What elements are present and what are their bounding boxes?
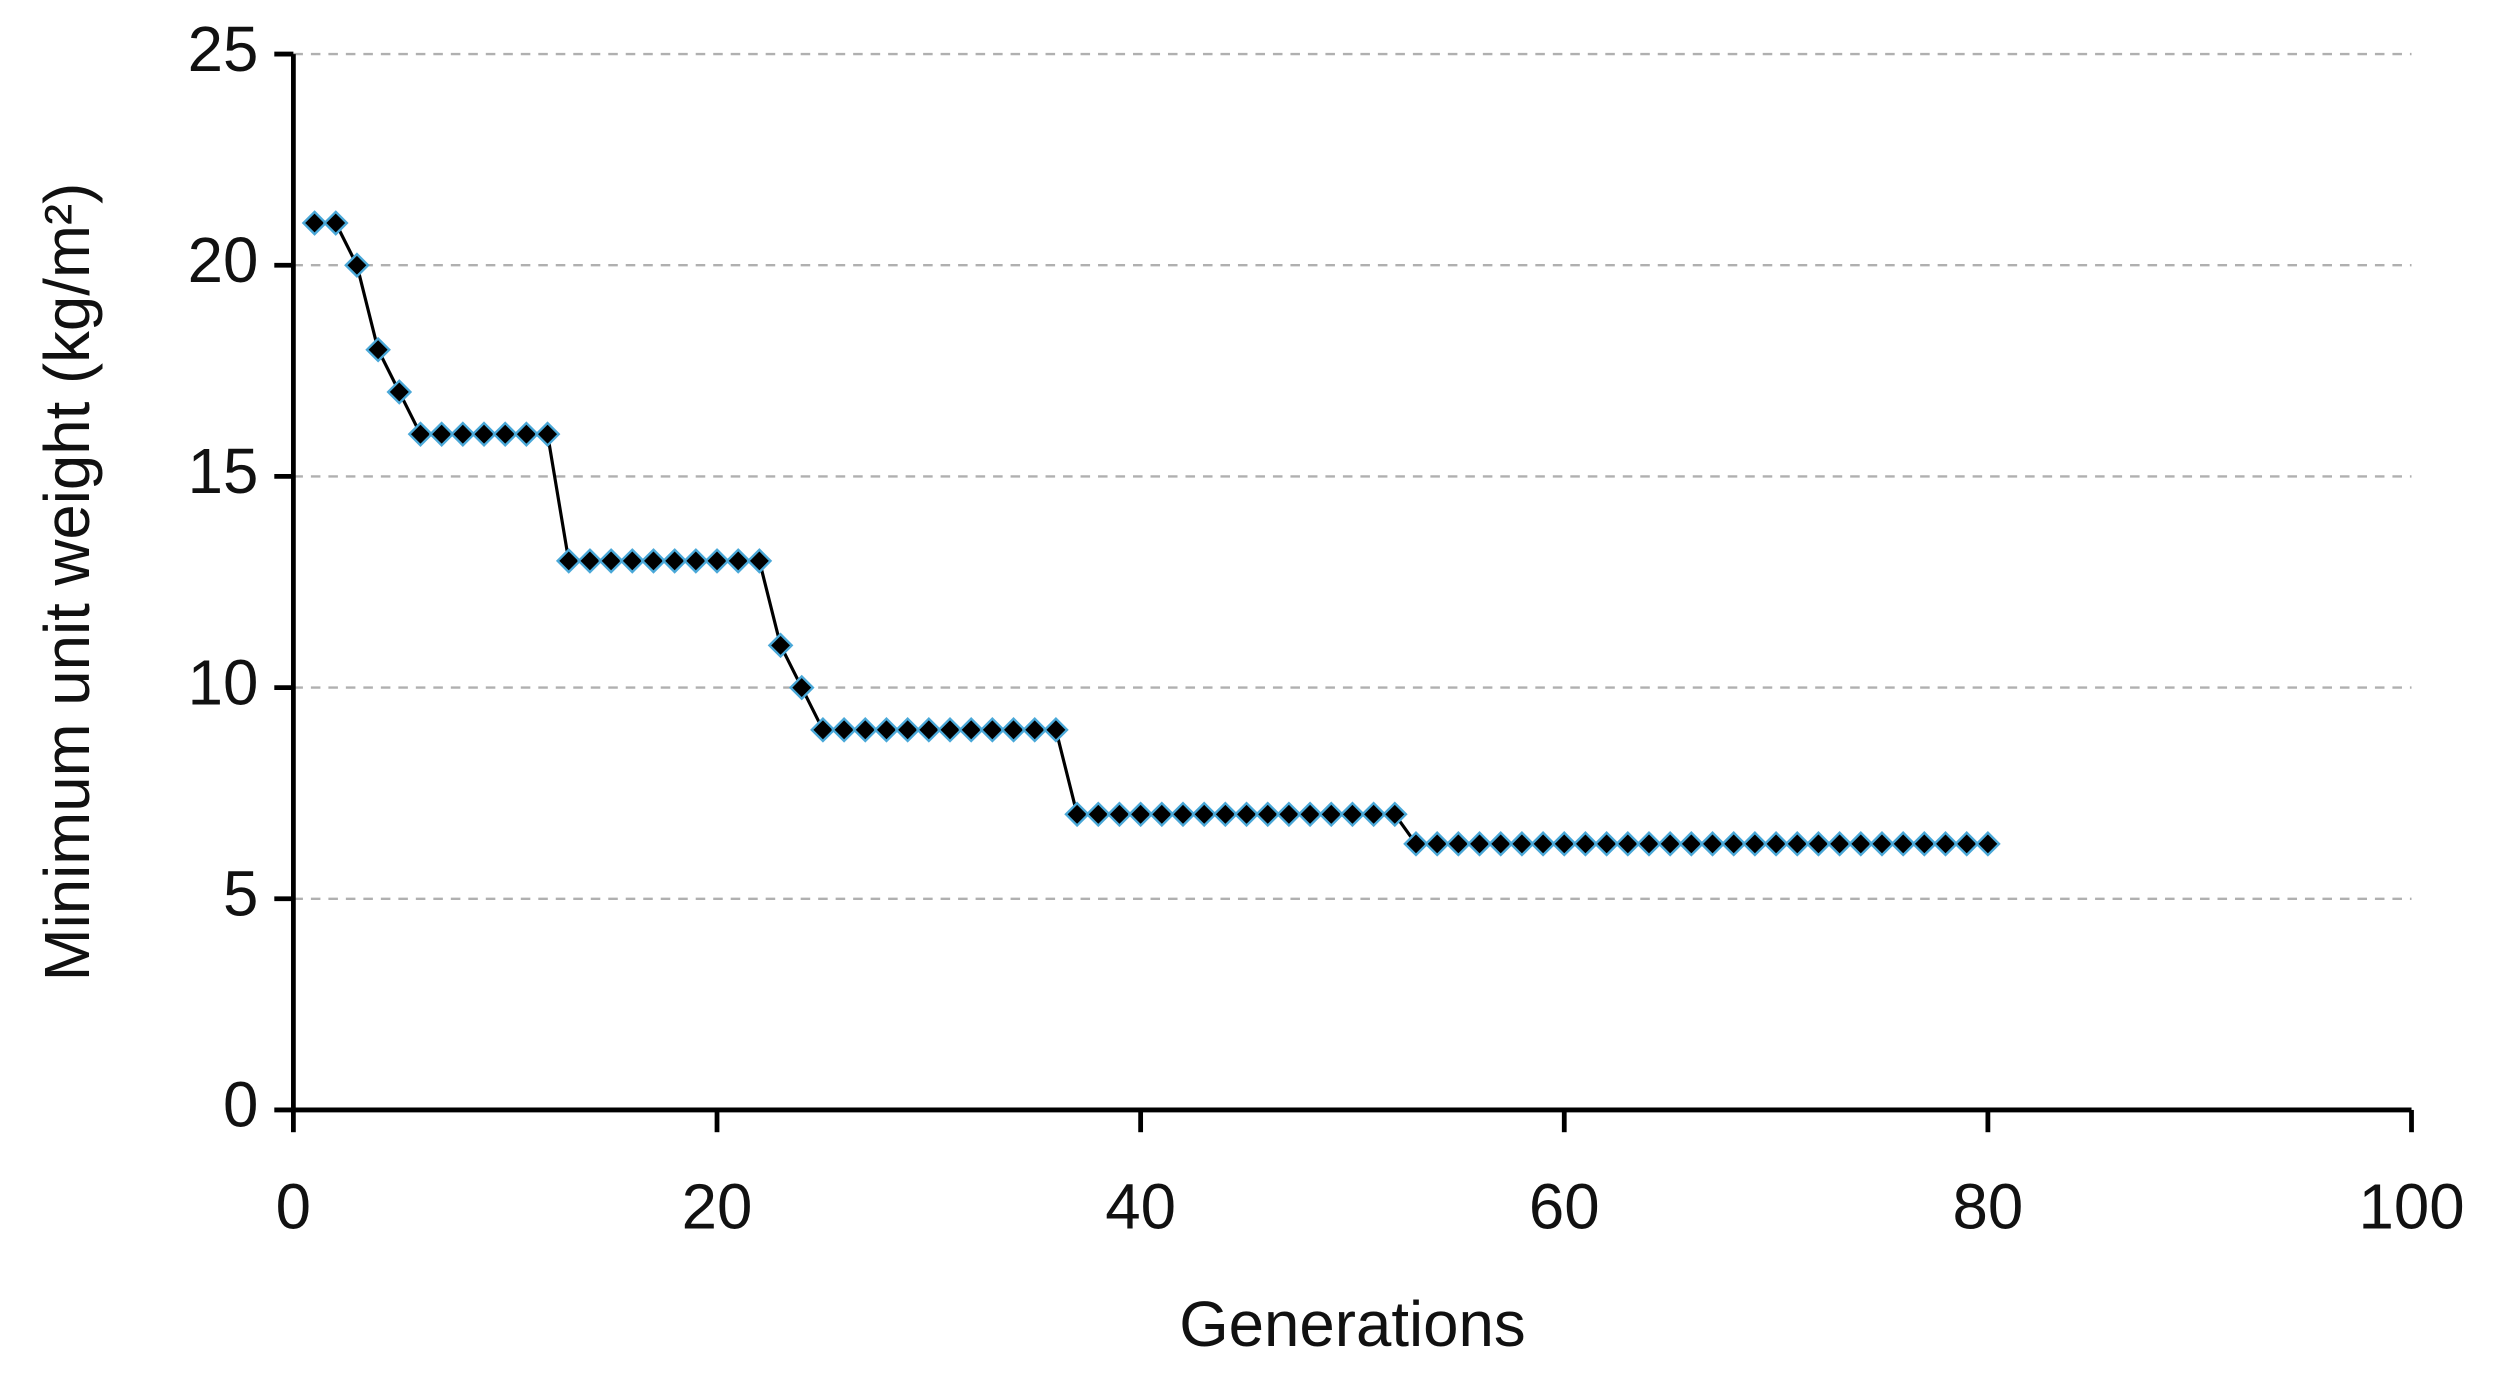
marker — [1720, 831, 1747, 857]
marker — [1911, 831, 1938, 857]
marker — [555, 548, 582, 574]
marker — [1000, 717, 1027, 743]
marker — [894, 717, 921, 743]
marker — [746, 548, 773, 574]
marker — [428, 421, 455, 448]
marker — [1424, 831, 1450, 857]
x-tick-label: 100 — [2358, 1172, 2464, 1243]
marker — [619, 548, 646, 574]
marker — [322, 210, 349, 236]
marker — [831, 717, 857, 743]
marker — [1932, 831, 1959, 857]
marker — [1890, 831, 1916, 857]
marker — [1318, 801, 1345, 828]
marker — [640, 548, 667, 574]
marker — [1127, 801, 1154, 828]
marker — [1678, 831, 1705, 857]
marker — [534, 421, 561, 448]
x-tick-label: 0 — [276, 1172, 311, 1243]
marker — [1233, 801, 1260, 828]
x-tick-label: 40 — [1105, 1172, 1176, 1243]
marker — [1784, 831, 1811, 857]
marker — [1487, 831, 1514, 857]
marker — [365, 336, 391, 363]
marker — [1509, 831, 1535, 857]
y-tick-label: 5 — [223, 859, 258, 930]
marker — [1763, 831, 1789, 857]
marker — [1657, 831, 1683, 857]
marker — [1403, 831, 1429, 857]
x-tick-label: 60 — [1529, 1172, 1600, 1243]
x-tick-label: 20 — [682, 1172, 753, 1243]
marker — [1869, 831, 1895, 857]
marker — [1297, 801, 1323, 828]
marker — [1975, 831, 2001, 857]
marker — [788, 674, 815, 701]
marker — [873, 717, 900, 743]
line — [314, 221, 1988, 846]
marker — [407, 421, 434, 448]
marker — [979, 717, 1006, 743]
marker — [1191, 801, 1218, 828]
y-tick-label: 0 — [223, 1070, 258, 1141]
marker — [852, 717, 879, 743]
y-tick-label: 25 — [188, 14, 259, 85]
marker — [1953, 831, 1980, 857]
marker — [1043, 717, 1069, 743]
marker — [1276, 801, 1302, 828]
marker — [1085, 801, 1112, 828]
marker — [1530, 831, 1556, 857]
marker — [386, 379, 413, 405]
marker — [1466, 831, 1493, 857]
y-tick-label: 20 — [188, 225, 259, 296]
marker — [1826, 831, 1853, 857]
y-axis-title: Minimum unit weight (kg/m²) — [32, 183, 103, 982]
y-tick-label: 15 — [188, 436, 259, 507]
marker — [1339, 801, 1366, 828]
marker — [577, 548, 603, 574]
marker — [725, 548, 752, 574]
marker — [937, 717, 963, 743]
marker — [1064, 801, 1090, 828]
marker — [450, 421, 476, 448]
marker — [1699, 831, 1726, 857]
marker — [513, 421, 540, 448]
marker — [1593, 831, 1620, 857]
marker — [958, 717, 985, 743]
marker — [1572, 831, 1599, 857]
marker — [1360, 801, 1387, 828]
marker — [471, 421, 497, 448]
marker — [1742, 831, 1768, 857]
x-axis-title: Generations — [1179, 1289, 1525, 1360]
marker — [1805, 831, 1832, 857]
marker — [344, 252, 370, 279]
x-tick-label: 80 — [1953, 1172, 2024, 1243]
marker — [1254, 801, 1281, 828]
marker — [704, 548, 730, 574]
marker — [1445, 831, 1472, 857]
marker — [1847, 831, 1874, 857]
marker — [916, 717, 942, 743]
marker — [301, 210, 328, 236]
marker — [1551, 831, 1578, 857]
marker — [1381, 801, 1408, 828]
marker — [1149, 801, 1175, 828]
marker — [661, 548, 688, 574]
marker — [1212, 801, 1239, 828]
marker — [1170, 801, 1196, 828]
y-tick-label: 10 — [188, 647, 259, 718]
marker — [767, 632, 794, 659]
marker — [683, 548, 709, 574]
marker — [1636, 831, 1662, 857]
marker — [810, 717, 836, 743]
marker — [598, 548, 624, 574]
marker — [1021, 717, 1048, 743]
marker — [1106, 801, 1133, 828]
marker — [1614, 831, 1641, 857]
marker — [492, 421, 519, 448]
